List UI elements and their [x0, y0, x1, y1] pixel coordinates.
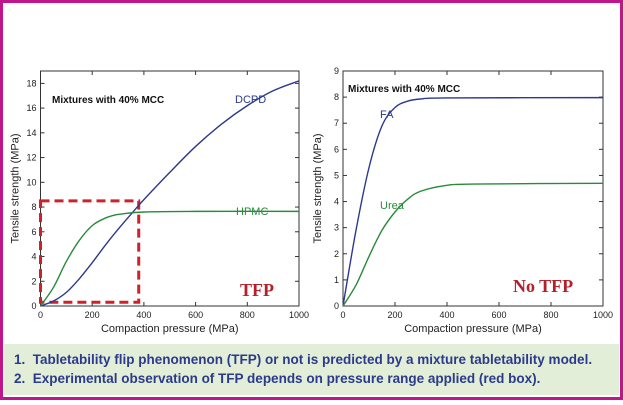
x-tick-label: 800	[240, 310, 255, 320]
axes-frame	[342, 70, 604, 307]
chart-annotation: Mixtures with 40% MCC	[52, 95, 164, 106]
x-tick-label: 400	[136, 310, 151, 320]
x-axis-label: Compaction pressure (MPa)	[101, 323, 239, 335]
x-tick-label: 0	[340, 310, 345, 320]
y-tick-label: 2	[334, 249, 339, 259]
axes-frame	[40, 70, 300, 307]
y-tick-label: 7	[334, 118, 339, 128]
x-tick-label: 600	[188, 310, 203, 320]
y-tick-label: 6	[31, 227, 36, 237]
series-label: Urea	[380, 200, 405, 212]
y-axis-label: Tensile strength (MPa)	[312, 133, 324, 243]
y-tick-label: 1	[334, 275, 339, 285]
x-tick-label: 1000	[593, 310, 613, 320]
y-tick-label: 4	[334, 197, 339, 207]
y-tick-label: 18	[26, 78, 36, 88]
y-tick-label: 14	[26, 128, 36, 138]
y-tick-label: 12	[26, 153, 36, 163]
chart-0: 0 200 400 600 800 1000 0 2 4 6 8 10 12 14 16 18 Compacti…	[10, 70, 309, 335]
note-2: 2. Experimental observation of TFP depen…	[14, 371, 540, 386]
series-label: DCPD	[235, 94, 266, 106]
y-tick-label: 8	[31, 202, 36, 212]
tfp-badge: No TFP	[513, 276, 573, 296]
x-tick-label: 200	[85, 310, 100, 320]
highlight-box	[39, 199, 141, 304]
y-tick-label: 16	[26, 103, 36, 113]
chart-annotation: Mixtures with 40% MCC	[348, 84, 460, 95]
x-tick-label: 200	[387, 310, 402, 320]
y-tick-label: 4	[31, 252, 36, 262]
y-tick-label: 9	[334, 66, 339, 76]
y-tick-label: 5	[334, 170, 339, 180]
tfp-badge: TFP	[240, 280, 274, 300]
series-line-dcpd	[40, 80, 300, 307]
series-line-urea	[342, 182, 604, 307]
y-tick-label: 0	[31, 301, 36, 311]
y-tick-label: 10	[26, 177, 36, 187]
chart-1: 0 200 400 600 800 1000 0 1 2 3 4 5 6 7 8 9 Compaction pr…	[312, 66, 613, 335]
series-label: FA	[380, 109, 394, 121]
y-tick-label: 8	[334, 92, 339, 102]
x-tick-label: 400	[439, 310, 454, 320]
x-tick-label: 0	[38, 310, 43, 320]
y-tick-label: 2	[31, 276, 36, 286]
notes-box	[4, 344, 619, 395]
x-axis-label: Compaction pressure (MPa)	[404, 323, 542, 335]
y-tick-label: 0	[334, 301, 339, 311]
series-label: HPMC	[236, 206, 268, 218]
y-axis-label: Tensile strength (MPa)	[10, 133, 22, 243]
series-line-hpmc	[39, 210, 300, 307]
note-1: 1. Tabletability flip phenomenon (TFP) o…	[14, 352, 592, 367]
x-tick-label: 600	[491, 310, 506, 320]
y-tick-label: 3	[334, 223, 339, 233]
x-tick-label: 800	[543, 310, 558, 320]
series-line-fa	[342, 96, 604, 307]
x-tick-label: 1000	[289, 310, 309, 320]
y-tick-label: 6	[334, 144, 339, 154]
